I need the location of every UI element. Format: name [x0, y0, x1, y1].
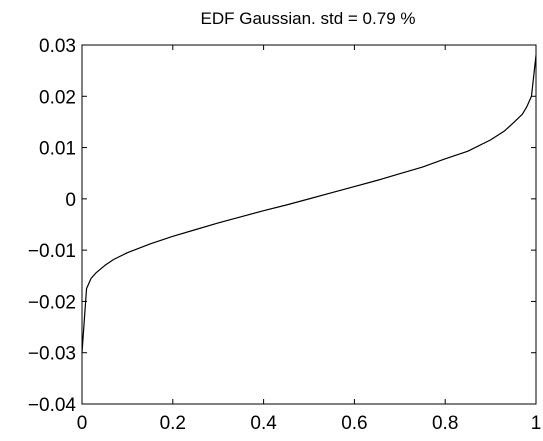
y-tick-label: 0.01: [39, 139, 76, 160]
y-tick-label: −0.03: [28, 344, 76, 365]
series-layer: [81, 55, 537, 353]
y-tick-label: 0.03: [39, 36, 76, 57]
plot-axes: [81, 44, 537, 405]
x-tick-label: 0.6: [341, 413, 367, 434]
series-line: [81, 55, 537, 353]
y-tick-label: −0.02: [28, 292, 76, 313]
x-tick-label: 0.2: [160, 413, 186, 434]
x-tick-label: 0.4: [250, 413, 277, 434]
y-tick-label: 0: [65, 190, 76, 211]
x-tick-label: 0: [77, 413, 88, 434]
x-tick-label: 1: [531, 413, 542, 434]
y-tick-label: −0.01: [28, 241, 76, 262]
y-axis: −0.04 −0.03 −0.02 −0.01 0 0.01 0.02 0.03: [28, 36, 536, 416]
chart-title: EDF Gaussian. std = 0.79 %: [201, 9, 416, 28]
y-tick-label: −0.04: [28, 395, 77, 416]
x-tick-label: 0.8: [432, 413, 458, 434]
x-axis: 0 0.2 0.4 0.6 0.8 1: [77, 45, 542, 434]
plot-frame: [81, 44, 537, 405]
y-tick-label: 0.02: [39, 87, 76, 108]
